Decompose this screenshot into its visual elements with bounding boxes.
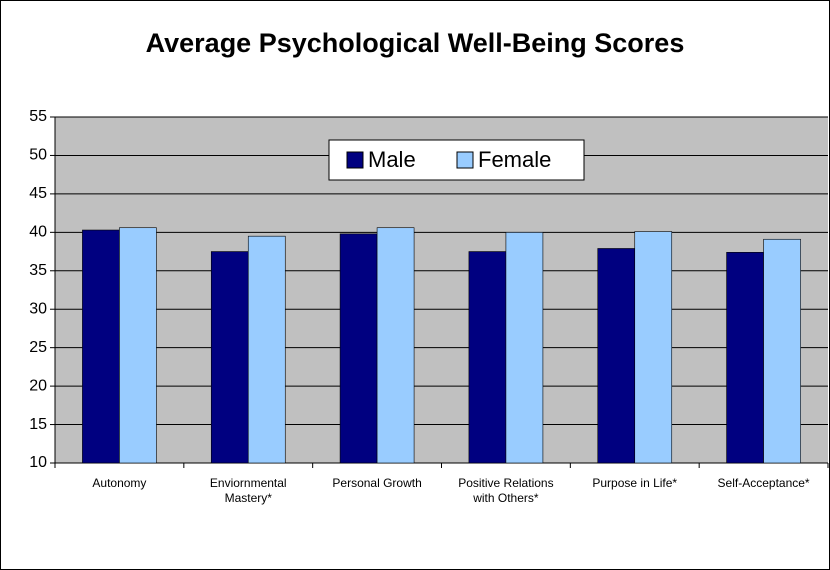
legend-swatch [346, 151, 364, 169]
bar [763, 238, 801, 464]
y-tick-label: 45 [29, 185, 47, 202]
bar [376, 227, 415, 464]
legend-label: Male [368, 147, 416, 172]
bar [726, 252, 764, 464]
x-tick-label: Self-Acceptance* [717, 476, 810, 490]
bar [468, 251, 507, 464]
y-tick-label: 40 [29, 224, 47, 241]
bar [339, 233, 378, 464]
x-tick-label: Enviornmental Mastery* [209, 476, 287, 505]
y-tick-label: 15 [29, 416, 47, 433]
bar [634, 231, 673, 464]
y-tick-label: 25 [29, 339, 47, 356]
bar [82, 229, 120, 464]
x-tick-label: Positive Relations with Others* [458, 476, 554, 505]
bar [210, 251, 249, 464]
bar [119, 227, 157, 464]
bar [505, 232, 544, 464]
y-tick-label: 35 [29, 262, 47, 279]
x-tick-label: Autonomy [92, 476, 147, 490]
bar [247, 235, 286, 464]
y-tick-label: 50 [29, 147, 47, 164]
legend-swatch [456, 151, 474, 169]
y-tick-label: 10 [29, 454, 47, 471]
bar [597, 248, 636, 464]
y-tick-label: 20 [29, 377, 47, 394]
y-tick-label: 55 [29, 108, 47, 125]
chart-title: Average Psychological Well-Being Scores [146, 28, 685, 58]
x-tick-label: Personal Growth [332, 476, 422, 490]
x-tick-label: Purpose in Life* [592, 476, 678, 490]
y-tick-label: 30 [29, 300, 47, 317]
legend-label: Female [478, 147, 551, 172]
